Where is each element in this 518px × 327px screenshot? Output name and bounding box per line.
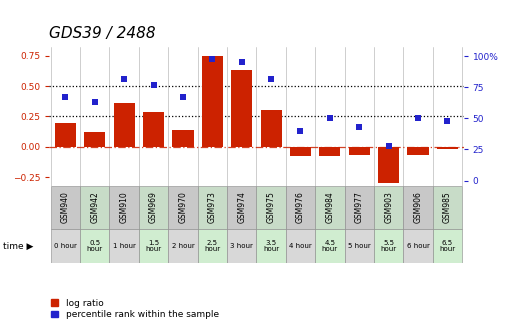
Bar [80,185,109,229]
Legend: log ratio, percentile rank within the sample: log ratio, percentile rank within the sa… [51,299,219,319]
Text: GSM969: GSM969 [149,191,158,223]
Bar [437,147,458,149]
Bar [198,185,227,229]
Text: GSM984: GSM984 [325,191,335,223]
Bar [80,229,109,263]
Bar [172,130,194,147]
Point [149,82,157,87]
Text: GSM985: GSM985 [443,191,452,223]
Bar [168,185,198,229]
Text: GSM942: GSM942 [90,191,99,223]
Bar [344,185,374,229]
Bar [256,185,286,229]
Point [208,56,217,61]
Text: 0 hour: 0 hour [54,243,77,249]
Bar [227,229,256,263]
Text: 2.5
hour: 2.5 hour [204,240,220,252]
Bar [374,229,404,263]
Bar [344,229,374,263]
Bar [404,229,433,263]
Text: 4.5
hour: 4.5 hour [322,240,338,252]
Text: GSM970: GSM970 [178,191,188,223]
Point [238,60,246,65]
Text: GSM974: GSM974 [237,191,246,223]
Bar [227,185,256,229]
Bar [315,229,344,263]
Text: 5.5
hour: 5.5 hour [381,240,397,252]
Bar [261,111,282,147]
Text: 1.5
hour: 1.5 hour [146,240,162,252]
Point [120,76,128,81]
Text: GSM940: GSM940 [61,191,70,223]
Bar [319,147,340,156]
Bar [55,123,76,147]
Point [179,95,187,100]
Bar [109,185,139,229]
Bar [349,147,370,155]
Bar [408,147,428,155]
Bar [198,229,227,263]
Bar [139,229,168,263]
Bar [378,147,399,183]
Bar [404,185,433,229]
Point [384,143,393,148]
Point [91,99,99,105]
Text: GSM910: GSM910 [120,191,128,223]
Bar [374,185,404,229]
Point [61,95,69,100]
Bar [84,132,105,147]
Text: GDS39 / 2488: GDS39 / 2488 [49,26,156,41]
Bar [286,185,315,229]
Point [296,128,305,133]
Text: 3.5
hour: 3.5 hour [263,240,279,252]
Bar [433,229,462,263]
Bar [139,185,168,229]
Bar [256,229,286,263]
Text: 5 hour: 5 hour [348,243,371,249]
Bar [109,229,139,263]
Bar [315,185,344,229]
Text: 4 hour: 4 hour [289,243,312,249]
Text: 2 hour: 2 hour [171,243,194,249]
Point [326,116,334,121]
Text: 0.5
hour: 0.5 hour [87,240,103,252]
Bar [290,147,311,156]
Text: GSM973: GSM973 [208,191,217,223]
Bar [113,103,135,147]
Text: time ▶: time ▶ [3,242,33,250]
Text: GSM975: GSM975 [267,191,276,223]
Bar [168,229,198,263]
Bar [202,56,223,147]
Text: 3 hour: 3 hour [231,243,253,249]
Bar [231,70,252,147]
Point [267,76,275,81]
Text: 6 hour: 6 hour [407,243,429,249]
Text: GSM977: GSM977 [355,191,364,223]
Text: GSM906: GSM906 [413,191,423,223]
Point [355,125,364,130]
Bar [51,229,80,263]
Text: GSM903: GSM903 [384,191,393,223]
Point [443,118,452,124]
Bar [51,185,80,229]
Point [414,116,422,121]
Bar [143,112,164,147]
Text: 6.5
hour: 6.5 hour [439,240,455,252]
Text: 1 hour: 1 hour [113,243,136,249]
Text: GSM976: GSM976 [296,191,305,223]
Bar [433,185,462,229]
Bar [286,229,315,263]
